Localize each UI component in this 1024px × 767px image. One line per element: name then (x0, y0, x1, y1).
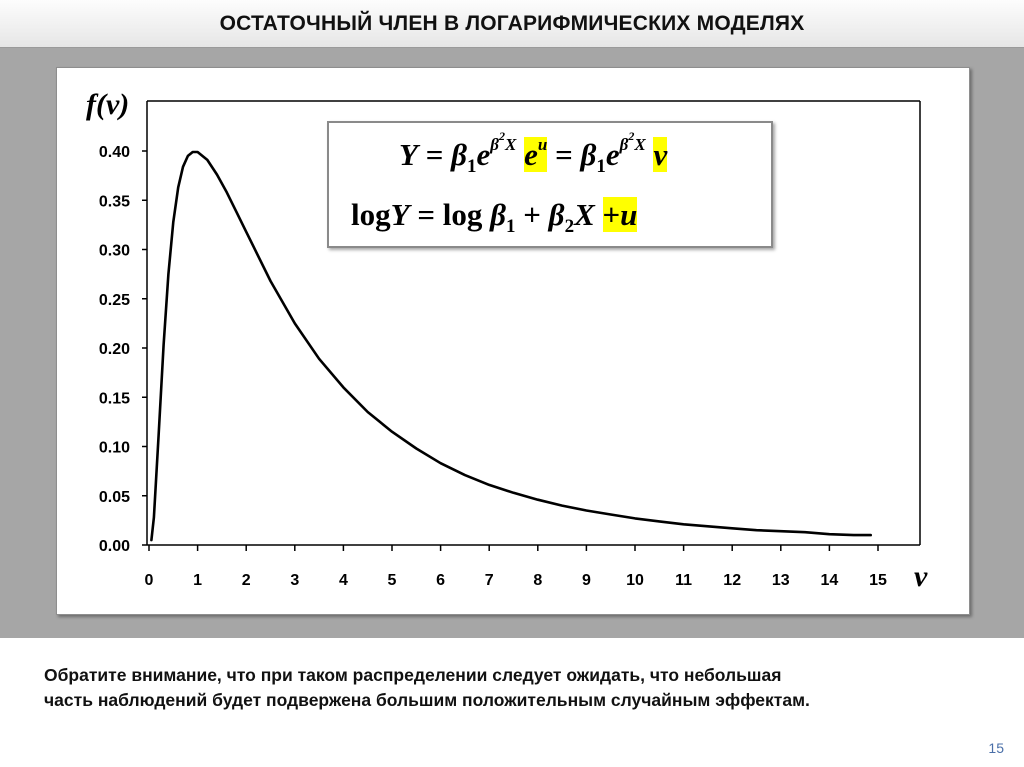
x-tick-label: 6 (436, 572, 445, 589)
formula-v: v (653, 137, 668, 172)
formula-u: u (620, 197, 638, 232)
formula-plus: + (602, 197, 621, 232)
y-tick-label: 0.30 (99, 243, 130, 260)
explanation-note: Обратите внимание, что при таком распред… (44, 663, 994, 713)
page-number: 15 (988, 740, 1004, 756)
formula-box: Y = β1eβ2X eu = β1eβ2X v logY = log β1 +… (327, 121, 773, 248)
x-tick-label: 0 (145, 572, 154, 589)
formula-sub: 1 (467, 156, 477, 177)
y-tick-label: 0.35 (99, 193, 130, 210)
formula-beta: β (451, 137, 467, 172)
y-tick-label: 0.15 (99, 390, 130, 407)
formula-u: u (537, 135, 548, 154)
x-tick-label: 2 (242, 572, 251, 589)
x-tick-label: 11 (675, 572, 692, 589)
y-tick-label: 0.00 (99, 538, 130, 555)
formula-beta: β (490, 135, 499, 154)
formula-line-2: logY = log β1 + β2X +u (351, 197, 638, 238)
formula-log: log (442, 197, 483, 232)
x-tick-label: 8 (533, 572, 542, 589)
formula-x: X (634, 135, 646, 154)
title-bar: ОСТАТОЧНЫЙ ЧЛЕН В ЛОГАРИФМИЧЕСКИХ МОДЕЛЯ… (0, 0, 1024, 48)
formula-plus: + (523, 197, 541, 232)
y-ticks: 0.00 0.05 0.10 0.15 0.20 0.25 0.30 0.35 0.40 (99, 144, 147, 555)
x-tick-label: 15 (869, 572, 887, 589)
formula-sub: 1 (506, 216, 516, 237)
formula-beta: β (548, 197, 565, 232)
x-tick-label: 5 (388, 572, 397, 589)
formula-equals: = (425, 137, 444, 172)
y-tick-label: 0.05 (99, 489, 130, 506)
formula-e: e (524, 137, 538, 172)
formula-beta: β (619, 135, 629, 154)
x-ticks: 0 1 2 3 4 5 6 7 8 9 10 11 12 13 14 15 (145, 545, 887, 589)
x-tick-label: 9 (582, 572, 591, 589)
slide-title: ОСТАТОЧНЫЙ ЧЛЕН В ЛОГАРИФМИЧЕСКИХ МОДЕЛЯ… (219, 11, 805, 35)
formula-x: X (504, 135, 517, 154)
y-axis-label: f(v) (86, 88, 129, 121)
x-tick-label: 1 (193, 572, 202, 589)
formula-sub: 2 (628, 129, 635, 143)
x-tick-label: 13 (772, 572, 790, 589)
y-tick-label: 0.40 (99, 144, 130, 161)
note-line-2: часть наблюдений будет подвержена больши… (44, 690, 810, 710)
formula-beta: β (490, 197, 506, 232)
formula-sub: 1 (596, 156, 606, 177)
y-tick-label: 0.10 (99, 440, 130, 457)
formula-equals: = (555, 137, 573, 172)
x-tick-label: 7 (485, 572, 494, 589)
x-axis-label: v (914, 560, 928, 593)
density-curve (150, 150, 872, 542)
formula-x: X (574, 197, 595, 232)
y-tick-label: 0.25 (99, 292, 130, 309)
x-tick-label: 10 (626, 572, 644, 589)
formula-beta: β (580, 137, 597, 172)
formula-e: e (605, 137, 620, 172)
formula-sub: 2 (564, 216, 575, 237)
formula-sub: 2 (498, 129, 505, 143)
formula-equals: = (417, 197, 435, 232)
formula-y: Y (390, 197, 410, 232)
x-tick-label: 3 (290, 572, 299, 589)
formula-e: e (476, 137, 491, 172)
formula-log: log (351, 197, 391, 232)
y-tick-label: 0.20 (99, 341, 130, 358)
note-line-1: Обратите внимание, что при таком распред… (44, 665, 782, 685)
x-tick-label: 14 (821, 572, 839, 589)
x-tick-label: 4 (339, 572, 348, 589)
formula-y: Y (399, 137, 418, 172)
x-tick-label: 12 (723, 572, 741, 589)
formula-line-1: Y = β1eβ2X eu = β1eβ2X v (399, 129, 668, 179)
